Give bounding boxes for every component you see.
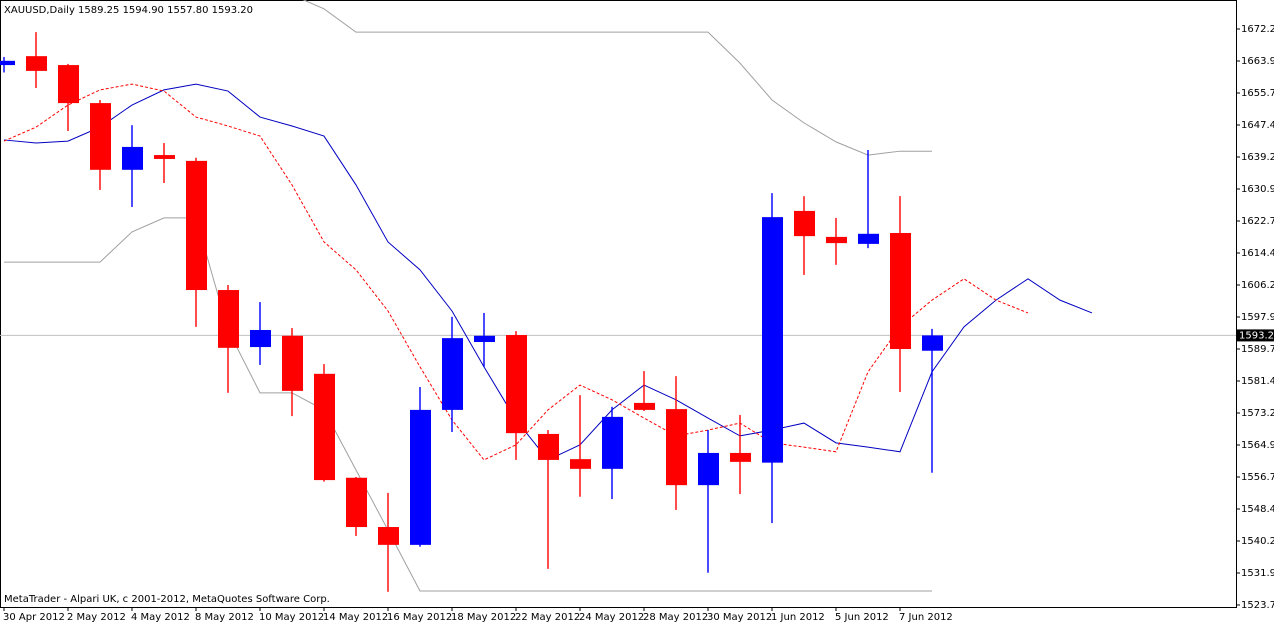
candle-body bbox=[346, 477, 367, 528]
candle-body bbox=[186, 160, 207, 291]
candle-body bbox=[378, 527, 399, 545]
x-tick-label: 18 May 2012 bbox=[451, 612, 516, 623]
x-tick-label: 30 May 2012 bbox=[707, 612, 772, 623]
candle-body bbox=[442, 338, 463, 410]
y-tick-label: 1630.95 bbox=[1241, 184, 1274, 195]
candle-body bbox=[602, 416, 623, 469]
candle-body bbox=[0, 60, 15, 66]
y-tick-label: 1523.70 bbox=[1241, 600, 1274, 611]
candle-body bbox=[506, 335, 527, 434]
y-tick-label: 1581.45 bbox=[1241, 376, 1274, 387]
candle-body bbox=[26, 56, 47, 71]
candle-body bbox=[762, 217, 783, 463]
current-price-box bbox=[1237, 329, 1274, 342]
chart-header: XAUUSD,Daily 1589.25 1594.90 1557.80 159… bbox=[4, 5, 253, 16]
candle-body bbox=[122, 146, 143, 170]
x-tick-label: 28 May 2012 bbox=[643, 612, 708, 623]
y-tick-label: 1614.45 bbox=[1241, 248, 1274, 259]
candle-body bbox=[922, 335, 943, 351]
candle-body bbox=[218, 290, 239, 348]
candle-body bbox=[730, 452, 751, 462]
candle-body bbox=[826, 236, 847, 244]
x-tick-label: 1 Jun 2012 bbox=[771, 612, 825, 623]
x-tick-label: 8 May 2012 bbox=[195, 612, 254, 623]
candle-body bbox=[570, 459, 591, 469]
candle-body bbox=[890, 233, 911, 349]
candle-body bbox=[666, 409, 687, 486]
plot-frame bbox=[0, 0, 1237, 608]
y-tick-label: 1556.70 bbox=[1241, 472, 1274, 483]
y-tick-label: 1564.95 bbox=[1241, 440, 1274, 451]
y-tick-label: 1647.45 bbox=[1241, 120, 1274, 131]
candle-body bbox=[90, 103, 111, 170]
candle-body bbox=[250, 329, 271, 348]
x-tick-label: 7 Jun 2012 bbox=[899, 612, 953, 623]
x-tick-label: 22 May 2012 bbox=[515, 612, 580, 623]
x-tick-label: 24 May 2012 bbox=[579, 612, 644, 623]
candle-body bbox=[154, 155, 175, 159]
y-tick-label: 1622.70 bbox=[1241, 216, 1274, 227]
footer: MetaTrader - Alpari UK, c 2001-2012, Met… bbox=[4, 594, 330, 605]
candle-body bbox=[314, 373, 335, 481]
y-tick-label: 1597.95 bbox=[1241, 312, 1274, 323]
candle-body bbox=[538, 433, 559, 460]
y-tick-label: 1606.20 bbox=[1241, 280, 1274, 291]
y-tick-label: 1639.20 bbox=[1241, 152, 1274, 163]
x-tick-label: 2 May 2012 bbox=[67, 612, 126, 623]
indicator-line bbox=[4, 217, 932, 592]
y-tick-label: 1548.45 bbox=[1241, 504, 1274, 515]
y-tick-label: 1589.70 bbox=[1241, 344, 1274, 355]
x-tick-label: 5 Jun 2012 bbox=[835, 612, 889, 623]
axes: 1523.70 1531.95 1540.20 1548.45 1556.70 1564.… bbox=[3, 24, 1274, 623]
x-tick-label: 14 May 2012 bbox=[323, 612, 388, 623]
candle-body bbox=[858, 233, 879, 244]
y-tick-label: 1655.70 bbox=[1241, 88, 1274, 99]
x-tick-label: 16 May 2012 bbox=[387, 612, 452, 623]
candle-body bbox=[410, 409, 431, 545]
candle-body bbox=[474, 335, 495, 343]
y-tick-label: 1672.20 bbox=[1241, 24, 1274, 35]
plot-area bbox=[0, 0, 1236, 592]
y-tick-label: 1573.20 bbox=[1241, 408, 1274, 419]
candle-body bbox=[794, 210, 815, 237]
current-price-label: 1593.20 bbox=[1239, 330, 1274, 341]
x-tick-label: 10 May 2012 bbox=[259, 612, 324, 623]
candle-body bbox=[698, 452, 719, 486]
y-tick-label: 1531.95 bbox=[1241, 568, 1274, 579]
indicator-line bbox=[302, 0, 932, 156]
x-tick-label: 30 Apr 2012 bbox=[3, 612, 65, 623]
candle-body bbox=[58, 65, 79, 104]
x-tick-label: 4 May 2012 bbox=[131, 612, 190, 623]
y-tick-label: 1663.95 bbox=[1241, 56, 1274, 67]
candle-body bbox=[634, 402, 655, 410]
y-tick-label: 1540.20 bbox=[1241, 536, 1274, 547]
indicator-line bbox=[3, 83, 1029, 461]
candle-body bbox=[282, 335, 303, 391]
